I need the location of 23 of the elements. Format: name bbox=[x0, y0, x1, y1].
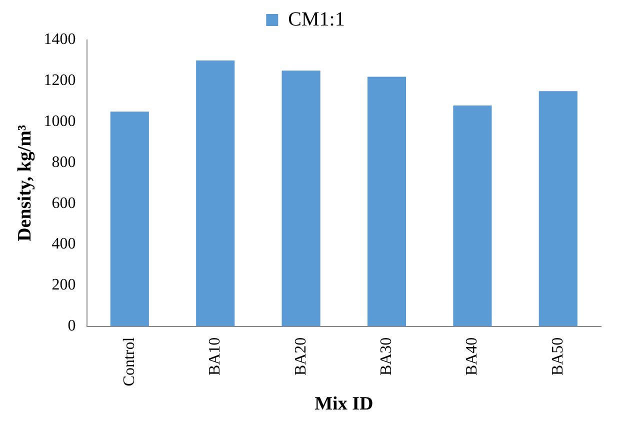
y-axis-title: Density, kg/m³ bbox=[14, 124, 36, 242]
x-tick-label: BA10 bbox=[206, 337, 224, 376]
y-tick-label: 0 bbox=[68, 318, 76, 335]
x-tick-label: BA30 bbox=[378, 337, 395, 376]
y-tick-label: 1400 bbox=[44, 31, 76, 48]
bar bbox=[538, 91, 578, 326]
x-tick-label: BA20 bbox=[292, 337, 310, 376]
bar bbox=[196, 60, 235, 326]
y-tick-label: 400 bbox=[52, 236, 76, 253]
legend-label: CM1:1 bbox=[288, 8, 345, 30]
y-tick-label: 600 bbox=[52, 194, 76, 212]
bar bbox=[367, 76, 406, 326]
x-tick-label: Control bbox=[120, 336, 138, 386]
x-tick-label: BA50 bbox=[549, 337, 566, 376]
bar bbox=[453, 105, 492, 326]
x-tick-label: BA40 bbox=[464, 337, 481, 376]
y-tick-label: 1200 bbox=[44, 72, 76, 90]
y-tick-label: 1000 bbox=[44, 113, 76, 130]
y-tick-label: 200 bbox=[52, 276, 76, 294]
x-axis-title: Mix ID bbox=[314, 394, 374, 415]
bar bbox=[110, 112, 149, 326]
y-tick-label: 800 bbox=[52, 154, 76, 171]
bar bbox=[282, 70, 320, 326]
